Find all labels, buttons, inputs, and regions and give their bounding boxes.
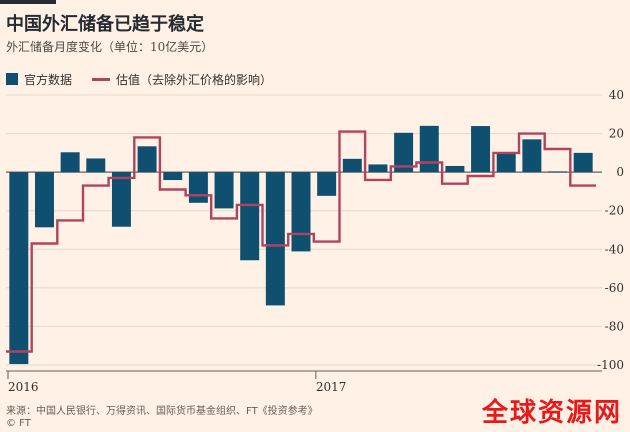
y-tick-label: -40 <box>605 242 624 256</box>
bar <box>214 172 234 209</box>
legend-line-swatch <box>92 77 110 81</box>
legend-bar-label: 官方数据 <box>24 72 73 87</box>
x-tick-label: 2016 <box>8 380 39 394</box>
bar <box>368 164 388 173</box>
bar <box>188 172 208 203</box>
y-tick-label: 20 <box>609 127 624 141</box>
source-note: 来源：中国人民银行、万得资讯、国际货币基金组织、FT《投资参考》 <box>6 406 318 417</box>
bar <box>496 152 516 173</box>
watermark-logo: 全球资源网 <box>481 398 622 428</box>
y-tick-label: -80 <box>605 319 624 333</box>
chart-legend: 官方数据 估值（去除外汇价格的影响） <box>0 70 620 88</box>
legend-bar-swatch <box>6 73 18 85</box>
bar <box>137 146 157 173</box>
chart-subtitle: 外汇储备月度变化（单位：10亿美元） <box>6 40 214 54</box>
bar <box>317 172 337 196</box>
x-tick-label: 2017 <box>316 380 347 394</box>
bar <box>548 171 568 173</box>
bar <box>573 152 593 173</box>
bar <box>60 152 80 173</box>
bar <box>419 125 439 173</box>
bar <box>86 158 106 173</box>
bar <box>163 172 183 181</box>
legend-item-bars: 官方数据 <box>6 70 72 88</box>
bar <box>34 172 54 228</box>
bar <box>9 172 29 365</box>
top-rule <box>0 0 56 4</box>
bar <box>342 158 362 173</box>
ft-credit: © FT <box>6 418 31 429</box>
valuation-step-line <box>6 130 596 353</box>
y-tick-label: -20 <box>605 204 624 218</box>
bar <box>522 139 542 173</box>
bar <box>291 172 311 252</box>
bar <box>240 172 260 261</box>
bar <box>265 172 285 306</box>
legend-line-label: 估值（去除外汇价格的影响） <box>116 72 273 87</box>
bar <box>394 132 414 173</box>
chart-title: 中国外汇储备已趋于稳定 <box>6 14 204 35</box>
y-tick-label: -60 <box>605 281 624 295</box>
y-tick-label: 40 <box>609 88 624 102</box>
bar <box>471 126 491 173</box>
bar <box>445 165 465 173</box>
bar <box>111 172 131 227</box>
legend-item-line: 估值（去除外汇价格的影响） <box>92 70 272 88</box>
y-tick-label: 0 <box>616 165 624 179</box>
y-tick-label: -100 <box>597 358 624 372</box>
